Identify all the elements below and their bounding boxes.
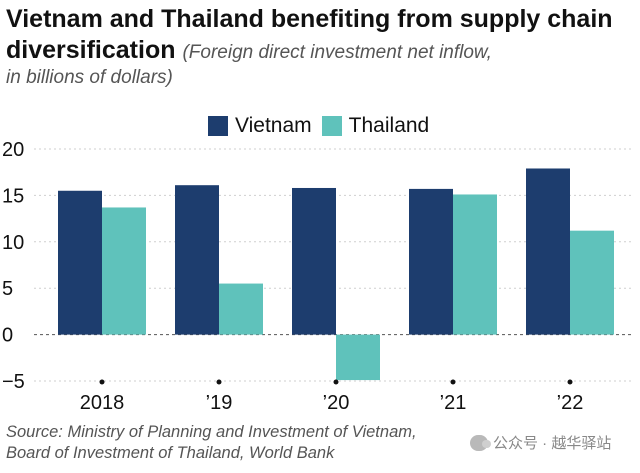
watermark-text: 公众号 · 越华驿站 [493, 435, 612, 452]
y-tick-label: 20 [2, 139, 24, 161]
wechat-icon [470, 434, 491, 451]
bar-thailand [453, 194, 497, 335]
bar-vietnam [409, 188, 453, 335]
chart-subtitle: (Foreign direct investment net inflow, [182, 42, 492, 63]
chart-title-continued: diversification [6, 36, 176, 64]
legend-label-vietnam: Vietnam [235, 114, 312, 137]
y-tick-label: 0 [2, 325, 13, 347]
chart-title-line2: diversification (Foreign direct investme… [6, 35, 634, 68]
x-tick-label: 2018 [80, 392, 125, 414]
source-line-2: Board of Investment of Thailand, World B… [6, 444, 335, 462]
legend-item-vietnam: Vietnam [208, 114, 312, 138]
watermark: 公众号 · 越华驿站 [470, 432, 611, 453]
bar-thailand [102, 207, 146, 335]
bar-thailand [336, 334, 380, 381]
y-tick-label: −5 [2, 371, 25, 393]
x-tick-mark [216, 379, 222, 385]
chart-title: Vietnam and Thailand benefiting from sup… [6, 5, 613, 33]
x-tick-label: ’19 [206, 392, 233, 414]
legend-swatch-vietnam [208, 116, 228, 136]
y-tick-label: 5 [2, 278, 13, 300]
bar-thailand [219, 283, 263, 335]
bar-vietnam [175, 185, 219, 335]
chart-subtitle-line2: in billions of dollars) [6, 67, 173, 88]
source-note: Source: Ministry of Planning and Investm… [6, 422, 526, 464]
x-tick-label: ’20 [323, 392, 350, 414]
bar-vietnam [292, 187, 336, 335]
y-tick-label: 10 [2, 232, 24, 254]
bar-thailand [570, 230, 614, 335]
source-line-1: Source: Ministry of Planning and Investm… [6, 423, 417, 441]
x-tick-mark [450, 379, 456, 385]
legend-label-thailand: Thailand [348, 114, 430, 137]
chart-header: Vietnam and Thailand benefiting from sup… [6, 4, 634, 90]
y-tick-label: 15 [2, 185, 24, 207]
x-tick-mark [99, 379, 105, 385]
bar-vietnam [526, 168, 570, 335]
x-tick-mark [333, 379, 339, 385]
bar-chart: 20 15 10 5 0 −5 2018 ’19 ’20 ’21 ’22 [2, 139, 632, 414]
legend-item-thailand: Thailand [321, 114, 430, 138]
x-tick-mark [567, 379, 573, 385]
x-tick-label: ’22 [557, 392, 584, 414]
bar-vietnam [58, 190, 102, 335]
chart-legend: Vietnam Thailand [208, 114, 429, 138]
x-tick-label: ’21 [440, 392, 467, 414]
legend-swatch-thailand [321, 116, 342, 136]
